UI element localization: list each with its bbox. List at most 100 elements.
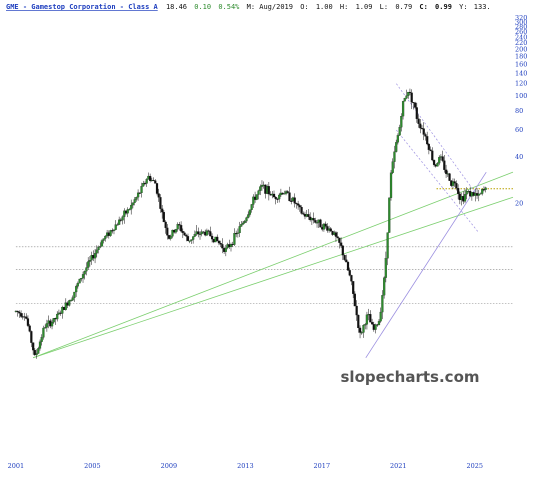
candle-body-240 <box>427 143 430 150</box>
channel-line-1 <box>396 129 479 233</box>
candle-body-255 <box>453 181 456 184</box>
low-label: L: <box>380 3 388 11</box>
candle-body-8 <box>28 325 31 332</box>
channel-line-0 <box>396 83 479 198</box>
watermark: slopecharts.com <box>341 368 480 386</box>
candle-body-21 <box>50 322 54 327</box>
candle-body-95 <box>178 224 181 226</box>
candle-body-192 <box>345 259 348 263</box>
candle-body-211 <box>377 321 381 326</box>
candle-body-180 <box>324 223 327 227</box>
candle-body-141 <box>257 190 260 195</box>
candle-body-162 <box>293 197 296 204</box>
candle-body-85 <box>161 208 164 213</box>
candle-body-98 <box>183 232 186 236</box>
candle-body-113 <box>209 231 212 237</box>
candle-body-38 <box>80 277 83 280</box>
candle-body-151 <box>274 196 277 200</box>
candle-body-229 <box>408 91 412 93</box>
candle-body-159 <box>288 192 291 202</box>
candle-body-206 <box>369 314 372 323</box>
candle-body-132 <box>241 222 245 225</box>
candle-body-78 <box>149 175 152 181</box>
candle-body-232 <box>414 102 417 108</box>
candle-body-241 <box>429 149 432 151</box>
candle-body-245 <box>436 163 439 167</box>
candle-body-218 <box>389 172 393 198</box>
y-tick-label-8: 160 <box>515 60 527 68</box>
candle-body-58 <box>114 224 117 230</box>
x-tick-label-1: 2005 <box>84 462 101 470</box>
candle-body-207 <box>370 322 374 325</box>
candle-body-3 <box>19 313 23 317</box>
volume-value: 133. <box>474 3 491 11</box>
candle-body-246 <box>438 157 441 164</box>
candle-body-11 <box>33 349 36 356</box>
candle-body-238 <box>424 134 427 137</box>
candle-body-9 <box>30 331 33 343</box>
candle-body-39 <box>81 274 85 279</box>
candle-body-248 <box>441 156 444 161</box>
candle-body-117 <box>216 236 219 242</box>
high-label: H: <box>340 3 348 11</box>
candle-body-41 <box>85 267 88 272</box>
candle-body-13 <box>37 348 40 354</box>
candle-body-166 <box>300 206 303 214</box>
candle-body-214 <box>383 277 386 296</box>
low-value: 0.79 <box>395 3 412 11</box>
candle-body-173 <box>312 218 315 221</box>
candle-body-88 <box>166 227 169 236</box>
candle-body-55 <box>109 230 112 236</box>
candle-body-239 <box>426 136 429 145</box>
candle-body-183 <box>329 228 332 232</box>
candle-body-179 <box>322 223 326 230</box>
candle-body-93 <box>174 229 178 233</box>
candle-body-56 <box>111 230 114 232</box>
candle-body-147 <box>267 186 270 195</box>
candle-body-215 <box>384 258 387 278</box>
candle-body-130 <box>238 226 241 234</box>
candle-body-127 <box>233 233 236 245</box>
candle-body-190 <box>341 245 344 256</box>
candle-body-133 <box>243 220 246 224</box>
x-tick-label-2: 2009 <box>161 462 178 470</box>
candle-body-94 <box>176 224 179 230</box>
candle-body-137 <box>250 204 253 210</box>
candle-body-250 <box>444 169 448 174</box>
candle-body-90 <box>169 236 172 239</box>
trendline-purple-0 <box>365 171 487 359</box>
candle-body-68 <box>131 202 135 206</box>
candle-body-135 <box>247 214 250 218</box>
y-tick-label-0: 320 <box>515 14 527 22</box>
candle-body-100 <box>186 236 190 241</box>
candle-body-191 <box>343 255 346 260</box>
candle-body-230 <box>410 92 413 103</box>
candle-body-63 <box>123 210 126 217</box>
y-tick-label-7: 180 <box>515 53 527 61</box>
candle-body-138 <box>252 196 255 205</box>
close-label: C: <box>419 3 427 11</box>
candle-body-194 <box>348 270 351 276</box>
candle-body-59 <box>116 224 119 226</box>
candle-body-73 <box>140 186 143 194</box>
y-tick-label-5: 220 <box>515 39 527 47</box>
candle-body-84 <box>159 197 162 209</box>
candle-body-16 <box>42 327 45 338</box>
candle-body-222 <box>396 135 400 143</box>
candle-body-31 <box>68 300 71 306</box>
candle-body-209 <box>374 324 377 330</box>
candle-body-271 <box>481 189 484 194</box>
candle-body-227 <box>405 95 408 99</box>
candle-body-66 <box>128 209 131 211</box>
trendline-green-1 <box>32 196 514 359</box>
candle-body-108 <box>200 231 203 235</box>
candle-body-47 <box>95 249 98 254</box>
candle-body-197 <box>353 293 356 307</box>
horizontal-levels <box>15 188 513 304</box>
candle-body-76 <box>145 179 148 184</box>
candle-body-143 <box>260 185 264 187</box>
candle-body-114 <box>210 235 214 240</box>
candle-body-15 <box>40 337 43 342</box>
candle-body-186 <box>334 232 338 237</box>
